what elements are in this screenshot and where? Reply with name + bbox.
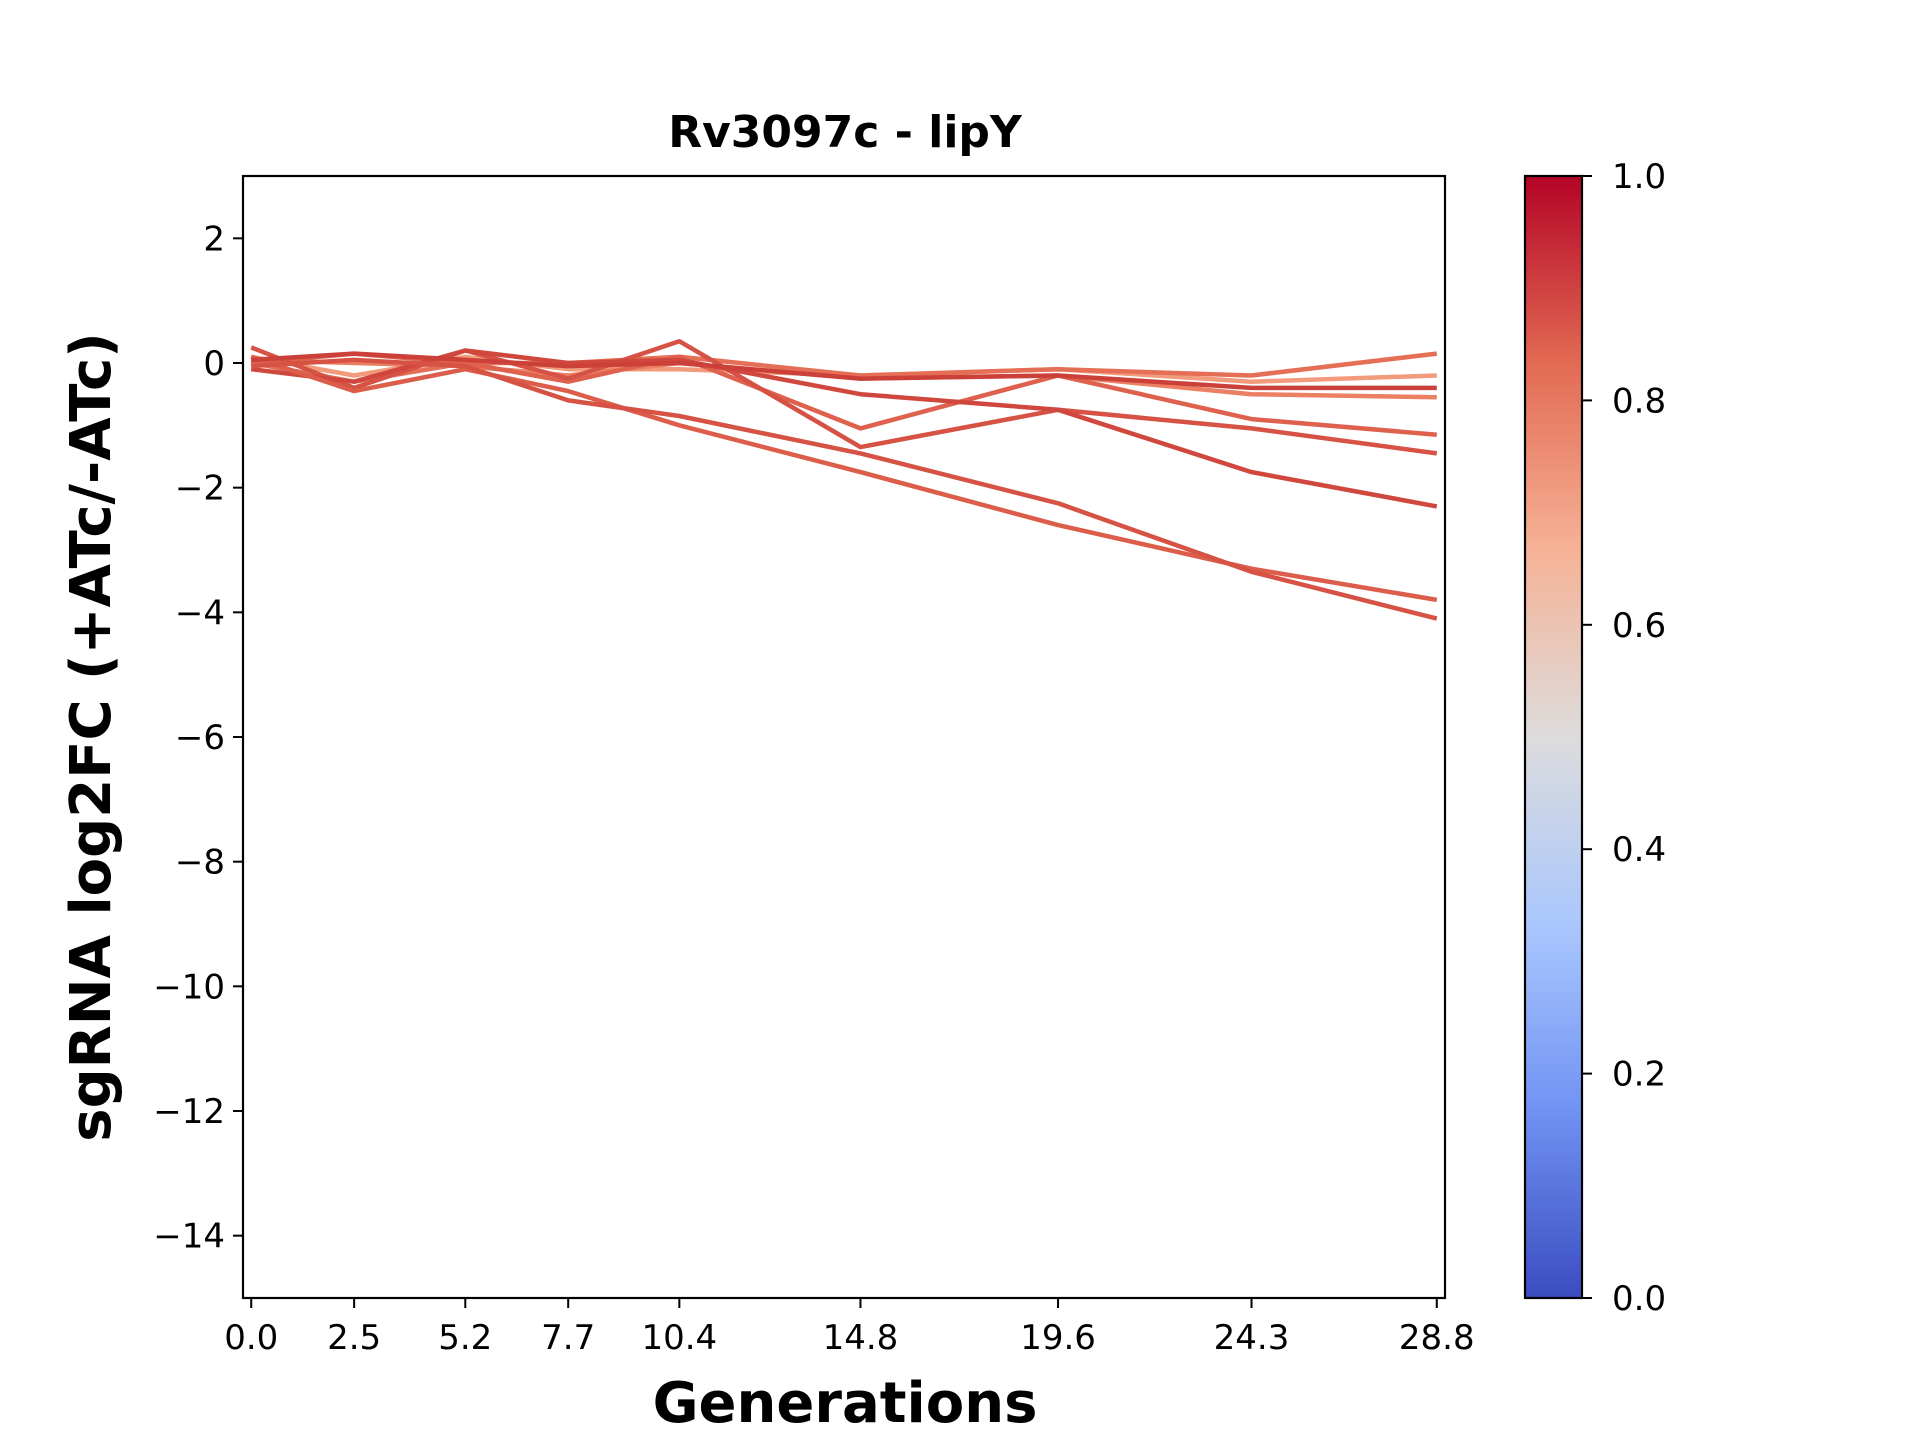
y-tick-label: −4 (175, 593, 225, 633)
x-tick-label: 7.7 (541, 1318, 595, 1358)
y-tick-label: −6 (175, 718, 225, 758)
y-tick-label: −14 (153, 1217, 225, 1257)
colorbar-tick-label: 0.8 (1612, 381, 1666, 421)
x-tick-label: 24.3 (1214, 1318, 1290, 1358)
colorbar-tick-label: 0.0 (1612, 1279, 1666, 1319)
y-tick-label: 2 (203, 219, 225, 259)
colorbar-tick-label: 0.4 (1612, 830, 1666, 870)
x-tick-label: 19.6 (1020, 1318, 1096, 1358)
plot-frame (241, 174, 1447, 1300)
series-line-6 (250, 348, 1438, 509)
x-tick-label: 10.4 (641, 1318, 717, 1358)
y-tick-label: 0 (203, 344, 225, 384)
colorbar-gradient (1523, 174, 1584, 1300)
series-line-7 (250, 354, 1438, 603)
colorbar: 0.0 0.2 0.4 0.6 0.8 1.0 (1523, 157, 1666, 1319)
colorbar-tick-label: 1.0 (1612, 157, 1666, 197)
colorbar-tick-label: 0.2 (1612, 1055, 1666, 1095)
series-line-8 (251, 357, 1438, 621)
chart-title: Rv3097c - lipY (668, 107, 1023, 158)
x-tick-label: 5.2 (438, 1318, 492, 1358)
x-axis-title: Generations (653, 1371, 1038, 1436)
x-tick-label: 28.8 (1399, 1318, 1475, 1358)
colorbar-tick-label: 0.6 (1612, 606, 1666, 646)
x-tick-label: 0.0 (224, 1318, 278, 1358)
plot-area: 0.0 2.5 5.2 7.7 10.4 14.8 19.6 24.3 28.8 2 0 −2 −4 −6… (153, 174, 1475, 1358)
y-tick-label: −12 (153, 1092, 225, 1132)
y-tick-label: −2 (175, 469, 225, 509)
x-tick-label: 14.8 (823, 1318, 899, 1358)
y-tick-label: −10 (153, 967, 225, 1007)
series-line-5 (250, 338, 1438, 456)
y-tick-label: −8 (175, 843, 225, 883)
series-line-9 (251, 351, 1437, 391)
y-axis-title: sgRNA log2FC (+ATc/-ATc) (59, 332, 124, 1142)
x-tick-label: 2.5 (327, 1318, 381, 1358)
